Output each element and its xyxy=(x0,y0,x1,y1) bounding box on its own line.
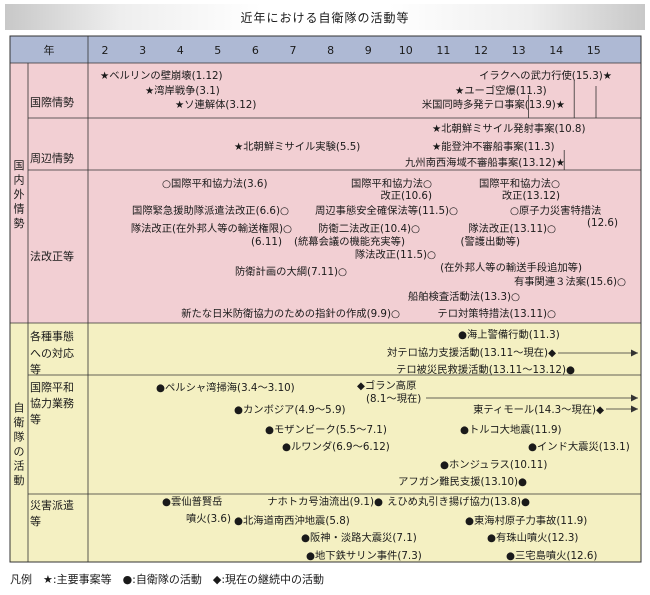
timeline-event: 国際平和協力法○ xyxy=(479,177,560,190)
timeline-event: ●モザンビーク(5.5〜7.1) xyxy=(265,424,387,436)
title-bar: 近年における自衛隊の活動等 xyxy=(5,4,645,30)
row-contingency-response-label: 等 xyxy=(30,362,41,376)
ongoing-arrow-head xyxy=(631,349,638,357)
row-disaster-relief-label: 等 xyxy=(30,514,41,528)
timeline-event: ★ソ連解体(3.12) xyxy=(175,98,256,111)
timeline-event: ★能登沖不審船事案(11.3) xyxy=(432,140,555,153)
row-law-revisions-label: 法改正等 xyxy=(30,249,74,263)
row-intl-situation-label: 国際情勢 xyxy=(30,95,74,109)
timeline-event: ★ベルリンの壁崩壊(1.12) xyxy=(100,69,223,82)
timeline-event: 噴火(3.6) xyxy=(186,513,231,525)
year-label: 11 xyxy=(436,44,450,57)
timeline-event: 対テロ協力支援活動(13.11〜現在)◆ xyxy=(387,346,556,359)
ongoing-arrow-head xyxy=(631,405,638,413)
year-label: 5 xyxy=(214,44,221,57)
timeline-event: ●ルワンダ(6.9〜6.12) xyxy=(282,440,390,453)
section-label-domestic-intl: 国内外情勢 xyxy=(14,159,25,230)
year-label: 10 xyxy=(399,44,413,57)
timeline-event: テロ被災民救援活動(13.11〜13.12)● xyxy=(396,363,575,376)
timeline-event: 九州南西海域不審船事案(13.12)★ xyxy=(405,156,565,169)
year-header: 年 xyxy=(44,43,55,57)
timeline-event: 国際平和協力法○ xyxy=(351,177,432,190)
timeline-event: ●雲仙普賢岳 xyxy=(162,495,222,508)
header-row xyxy=(10,36,641,63)
timeline-event: (8.1〜現在) xyxy=(366,393,421,405)
timeline-event: ◆ゴラン高原 xyxy=(357,379,416,392)
year-label: 2 xyxy=(102,44,109,57)
figure-title: 近年における自衛隊の活動等 xyxy=(240,11,410,25)
timeline-event: ナホトカ号油流出(9.1)● xyxy=(267,495,383,508)
timeline-event: ●東海村原子力事故(11.9) xyxy=(465,514,587,527)
timeline-event: ★北朝鮮ミサイル実験(5.5) xyxy=(234,140,360,153)
timeline-event: ●有珠山噴火(12.3) xyxy=(487,531,578,544)
timeline-event: ●カンボジア(4.9〜5.9) xyxy=(234,404,346,416)
legend: 凡例 ★:主要事案等 ●:自衛隊の活動 ◆:現在の継続中の活動 xyxy=(10,573,325,586)
ongoing-arrow-head xyxy=(631,394,638,402)
events: ★ベルリンの壁崩壊(1.12) ★湾岸戦争(3.1)★ソ連解体(3.12) イラクへ… xyxy=(100,69,630,562)
timeline-event: 有事関連３法案(15.6)○ xyxy=(514,275,626,288)
timeline-event: (警護出動等) xyxy=(460,235,520,248)
row-disaster-relief-label: 災害派遣 xyxy=(30,498,74,512)
table-border xyxy=(9,35,642,563)
timeline-event: (6.11) xyxy=(251,236,282,248)
section-sdf-activities xyxy=(10,323,641,562)
timeline-event: 米国同時多発テロ事案(13.9)★ xyxy=(422,98,565,111)
year-label: 4 xyxy=(177,44,184,57)
timeline-event: 改正(10.6) xyxy=(380,189,432,202)
timeline-event: えひめ丸引き揚げ協力(13.8)● xyxy=(387,495,530,508)
timeline-event: (12.6) xyxy=(587,217,618,229)
timeline-event: ●ペルシャ湾掃海(3.4〜3.10) xyxy=(156,381,295,394)
year-label: 14 xyxy=(549,44,563,57)
row-peacekeeping-label: 国際平和 xyxy=(30,381,74,394)
timeline-event: (統幕会議の機能充実等) xyxy=(294,235,405,248)
year-label: 13 xyxy=(512,44,526,57)
row-peacekeeping-label: 等 xyxy=(30,412,41,426)
timeline-event: 新たな日米防衛協力のための指針の作成(9.9)○ xyxy=(181,307,400,320)
year-label: 12 xyxy=(474,44,488,57)
row-contingency-response-label: への対応 xyxy=(30,346,74,360)
row-peacekeeping-label: 協力業務 xyxy=(30,396,74,410)
timeline-event: 隊法改正(13.11)○ xyxy=(468,222,556,235)
timeline-event: ●地下鉄サリン事件(7.3) xyxy=(306,549,422,562)
timeline-event: 国際緊急援助隊派遣法改正(6.6)○ xyxy=(132,204,289,217)
timeline-event: ★ユーゴ空爆(11.3) xyxy=(455,84,547,97)
row-contingency-response-label: 各種事態 xyxy=(30,329,74,343)
timeline-event: 隊法改正(在外邦人等の輸送権限)○ xyxy=(131,222,292,235)
year-label: 8 xyxy=(327,44,334,57)
timeline-event: ●北海道南西沖地震(5.8) xyxy=(234,514,350,527)
timeline-event: 防衛計画の大綱(7.11)○ xyxy=(235,265,347,278)
timeline-event: 防衛二法改正(10.4)○ xyxy=(318,222,420,235)
timeline-event: テロ対策特措法(13.11)○ xyxy=(437,307,556,320)
section-label-sdf: 自衛隊の活動 xyxy=(14,401,25,487)
timeline-event: イラクへの武力行使(15.3)★ xyxy=(479,69,612,82)
timeline-event: アフガン難民支援(13.10)● xyxy=(398,475,527,488)
timeline-event: 東ティモール(14.3〜現在)◆ xyxy=(473,403,604,416)
year-label: 6 xyxy=(252,44,259,57)
section-domestic-intl xyxy=(10,63,641,323)
timeline-event: ●ホンジュラス(10.11) xyxy=(440,459,547,471)
timeline-event: 隊法改正(11.5)○ xyxy=(355,248,436,261)
timeline-event: ●三宅島噴火(12.6) xyxy=(506,549,597,562)
timeline-event: ●トルコ大地震(11.9) xyxy=(460,423,562,436)
timeline-event: 改正(13.12) xyxy=(502,189,560,202)
timeline-event: ●海上警備行動(11.3) xyxy=(458,328,560,341)
timeline-event: ●阪神・淡路大震災(7.1) xyxy=(301,531,417,544)
timeline-event: ○国際平和協力法(3.6) xyxy=(162,177,267,190)
timeline-event: ○原子力災害特措法 xyxy=(510,204,601,217)
timeline-event: (在外邦人等の輸送手段追加等) xyxy=(440,261,582,274)
timeline-event: 船舶検査活動法(13.3)○ xyxy=(408,290,520,303)
timeline-event: 周辺事態安全確保法等(11.5)○ xyxy=(315,204,458,217)
year-label: 7 xyxy=(290,44,297,57)
timeline-event: ★湾岸戦争(3.1) xyxy=(145,84,220,97)
row-regional-situation-label: 周辺情勢 xyxy=(30,151,74,165)
timeline-event: ★北朝鮮ミサイル発射事案(10.8) xyxy=(432,122,585,135)
year-label: 15 xyxy=(587,44,601,57)
year-label: 9 xyxy=(365,44,372,57)
timeline-event: ●インド大震災(13.1) xyxy=(528,440,630,453)
year-label: 3 xyxy=(139,44,146,57)
